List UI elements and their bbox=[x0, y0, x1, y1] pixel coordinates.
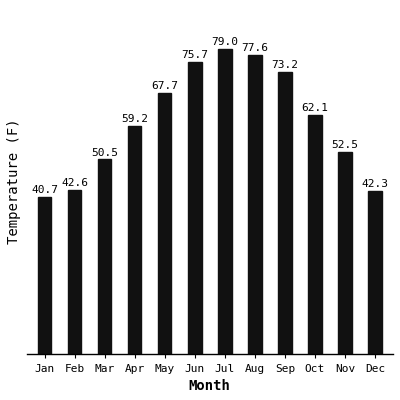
Text: 59.2: 59.2 bbox=[121, 114, 148, 124]
Text: 79.0: 79.0 bbox=[211, 38, 238, 48]
Text: 42.6: 42.6 bbox=[61, 178, 88, 188]
Bar bbox=[368, 191, 382, 354]
Y-axis label: Temperature (F): Temperature (F) bbox=[7, 118, 21, 244]
Bar bbox=[308, 115, 322, 354]
Bar bbox=[68, 190, 81, 354]
Bar bbox=[128, 126, 142, 354]
Text: 73.2: 73.2 bbox=[271, 60, 298, 70]
Text: 75.7: 75.7 bbox=[181, 50, 208, 60]
Bar bbox=[158, 93, 172, 354]
Bar bbox=[248, 55, 262, 354]
X-axis label: Month: Month bbox=[189, 379, 231, 393]
Bar bbox=[218, 50, 232, 354]
Text: 40.7: 40.7 bbox=[31, 185, 58, 195]
Text: 42.3: 42.3 bbox=[362, 179, 388, 189]
Bar bbox=[278, 72, 292, 354]
Bar bbox=[38, 197, 51, 354]
Text: 50.5: 50.5 bbox=[91, 148, 118, 158]
Text: 52.5: 52.5 bbox=[332, 140, 358, 150]
Text: 62.1: 62.1 bbox=[302, 103, 328, 113]
Bar bbox=[98, 160, 111, 354]
Bar bbox=[188, 62, 202, 354]
Text: 77.6: 77.6 bbox=[241, 43, 268, 53]
Text: 67.7: 67.7 bbox=[151, 81, 178, 91]
Bar bbox=[338, 152, 352, 354]
